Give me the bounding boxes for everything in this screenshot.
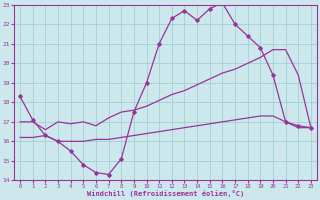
X-axis label: Windchill (Refroidissement éolien,°C): Windchill (Refroidissement éolien,°C) [87,190,244,197]
